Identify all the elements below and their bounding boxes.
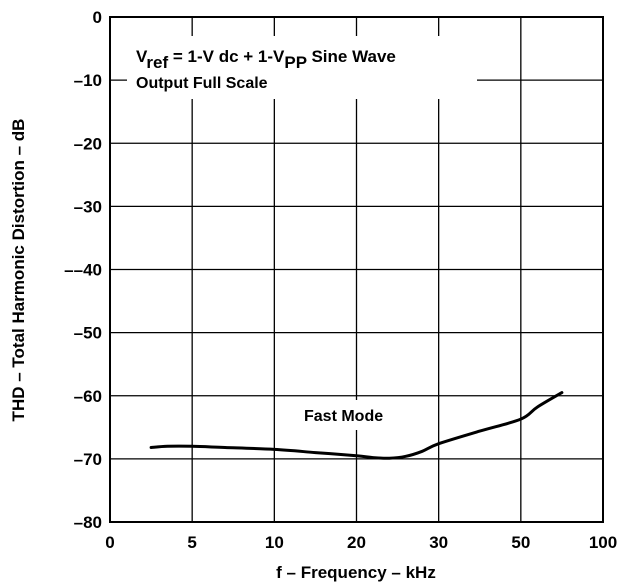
series-label-fast-mode: Fast Mode xyxy=(304,408,383,425)
vref-sub-pp: PP xyxy=(284,53,306,72)
y-tick-label: –10 xyxy=(74,71,102,90)
y-tick-label: –80 xyxy=(74,513,102,532)
y-tick-label: –50 xyxy=(74,324,102,343)
y-tick-labels: 0 –10 –20 –30 ––40 –50 –60 –70 –80 xyxy=(64,8,102,532)
y-tick-label: –20 xyxy=(74,134,102,153)
vref-annotation: Vref = 1-V dc + 1-VPP Sine Wave xyxy=(136,47,396,72)
output-full-scale-annotation: Output Full Scale xyxy=(136,75,268,92)
series-line-fast-mode xyxy=(149,391,564,460)
x-tick-label: 30 xyxy=(429,533,448,552)
x-tick-label: 0 xyxy=(105,533,114,552)
x-tick-label: 10 xyxy=(265,533,284,552)
y-tick-label: ––40 xyxy=(64,261,102,280)
x-tick-label: 20 xyxy=(347,533,366,552)
vref-end: Sine Wave xyxy=(307,47,396,66)
y-tick-label: 0 xyxy=(93,8,102,27)
x-axis-title: f – Frequency – kHz xyxy=(276,563,436,582)
y-tick-label: –60 xyxy=(74,387,102,406)
x-tick-label: 5 xyxy=(187,533,196,552)
plot-frame xyxy=(109,16,604,523)
y-tick-label: –70 xyxy=(74,450,102,469)
x-tick-labels: 0 5 10 20 30 50 100 xyxy=(105,533,617,552)
vref-v: V xyxy=(136,47,148,66)
x-tick-label: 100 xyxy=(589,533,617,552)
y-tick-label: –30 xyxy=(74,197,102,216)
annotation-box xyxy=(127,36,477,99)
x-tick-label: 50 xyxy=(511,533,530,552)
y-axis-title: THD – Total Harmonic Distortion – dB xyxy=(9,119,28,422)
vref-sub-ref: ref xyxy=(146,53,168,72)
series-label-box xyxy=(296,400,404,430)
vref-mid: = 1-V dc + 1-V xyxy=(168,47,285,66)
grid-lines xyxy=(110,17,603,522)
